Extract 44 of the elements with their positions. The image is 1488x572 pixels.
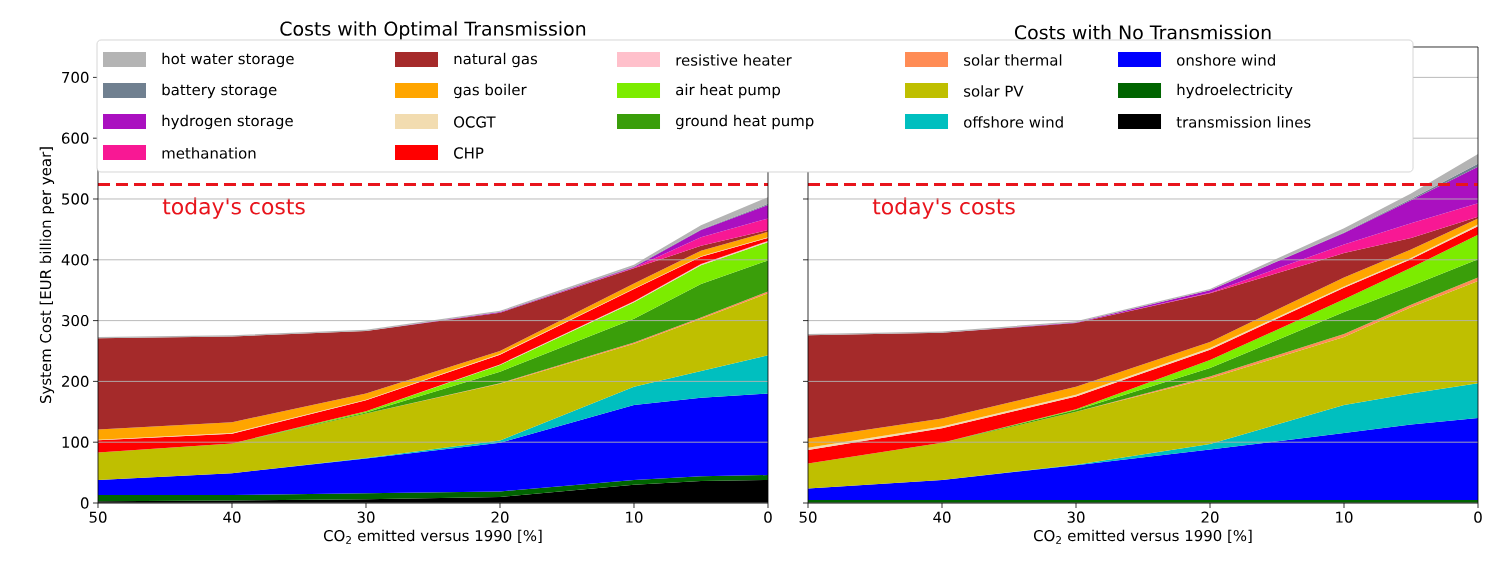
legend-label: air heat pump bbox=[676, 83, 781, 99]
y-tick-label: 400 bbox=[61, 254, 89, 266]
legend-label: hot water storage bbox=[162, 52, 294, 68]
legend-label: natural gas bbox=[454, 52, 538, 68]
x-tick-label: 20 bbox=[1201, 511, 1219, 523]
legend-label: solar PV bbox=[964, 85, 1024, 97]
y-tick-label: 300 bbox=[62, 314, 89, 327]
y-tick-label: 600 bbox=[61, 132, 89, 144]
legend-label: transmission lines bbox=[1176, 116, 1311, 128]
legend-label: battery storage bbox=[162, 83, 277, 99]
x-tick-label: 50 bbox=[799, 511, 817, 523]
y-axis-title: System Cost [EUR billion per year] bbox=[39, 147, 55, 404]
legend-label: offshore wind bbox=[964, 116, 1063, 128]
y-tick-label: 100 bbox=[62, 436, 89, 448]
legend-label: onshore wind bbox=[1177, 54, 1275, 66]
chart-title: Costs with Optimal Transmission bbox=[280, 21, 586, 40]
x-tick-label: 0 bbox=[1474, 511, 1482, 523]
y-tick-label: 500 bbox=[62, 193, 89, 205]
x-tick-label: 30 bbox=[1067, 511, 1085, 523]
y-tick-label: 700 bbox=[62, 71, 89, 84]
legend-label: hydroelectricity bbox=[1177, 83, 1293, 99]
legend-label: resistive heater bbox=[676, 54, 792, 66]
chart-title: Costs with No Transmission bbox=[1014, 24, 1271, 40]
x-axis-title: CO$_{2}$ emitted versus 1990 [%] bbox=[1033, 529, 1252, 544]
x-axis-title: CO$_{2}$ emitted versus 1990 [%] bbox=[323, 529, 542, 544]
x-tick-label: 10 bbox=[626, 511, 643, 523]
legend-label: solar thermal bbox=[964, 54, 1062, 66]
y-tick-label: 0 bbox=[80, 497, 89, 509]
x-tick-label: 40 bbox=[933, 511, 951, 523]
x-tick-label: 20 bbox=[491, 511, 509, 523]
legend-label: gas boiler bbox=[454, 83, 527, 99]
legend-label: OCGT bbox=[454, 116, 496, 128]
ref-line-label: today's costs bbox=[162, 197, 305, 219]
ref-line-label: today's costs bbox=[872, 197, 1015, 219]
x-tick-label: 30 bbox=[357, 511, 375, 523]
legend-label: methanation bbox=[162, 147, 256, 159]
legend-label: CHP bbox=[454, 147, 484, 159]
x-tick-label: 50 bbox=[89, 511, 107, 523]
x-tick-label: 10 bbox=[1336, 511, 1353, 523]
x-tick-label: 0 bbox=[764, 511, 772, 523]
x-tick-label: 40 bbox=[223, 511, 241, 523]
legend-label: ground heat pump bbox=[676, 114, 814, 130]
y-tick-label: 200 bbox=[62, 375, 89, 388]
legend-label: hydrogen storage bbox=[162, 114, 293, 130]
